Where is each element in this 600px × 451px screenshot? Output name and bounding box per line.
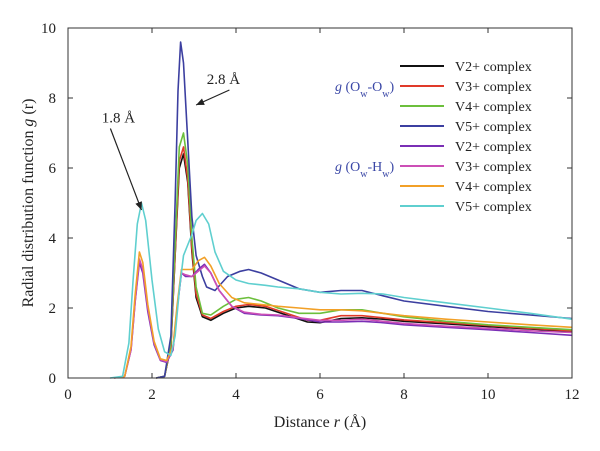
x-tick-label: 2 [148, 387, 156, 403]
x-tick-label: 8 [400, 387, 408, 403]
legend-label-1: V2+ complex [455, 60, 532, 75]
series-line-8 [109, 202, 573, 379]
x-tick-label: 0 [64, 387, 72, 403]
x-axis-title-var: r [334, 414, 341, 431]
x-axis-title-suffix: (Å) [340, 413, 366, 431]
legend-label-4: V5+ complex [455, 120, 532, 135]
y-axis-title-suffix: (r) [20, 99, 37, 119]
annotation-arrowhead-1 [135, 201, 142, 210]
series-line-2 [156, 146, 573, 379]
y-tick-label: 6 [49, 161, 57, 177]
annotation-arrowhead-2 [196, 98, 205, 105]
annotations: 1.8 Å 2.8 Å [102, 72, 241, 211]
x-tick-label: 12 [565, 387, 580, 403]
group-label-1: g (Ow-Ow) [335, 80, 395, 100]
y-axis-title-var: g [20, 119, 37, 127]
y-tick-label: 0 [49, 371, 57, 387]
legend-label-8: V5+ complex [455, 200, 532, 215]
y-axis-title-prefix: Radial distribution function [20, 127, 37, 308]
axis-ticks: 0 2 4 6 8 10 12 0 2 4 6 8 10 [41, 21, 580, 403]
y-tick-label: 2 [49, 301, 57, 317]
x-tick-label: 10 [481, 387, 496, 403]
group-label-2: g (Ow-Hw) [335, 160, 395, 180]
legend-label-7: V4+ complex [455, 180, 532, 195]
series-line-1 [156, 153, 573, 379]
y-tick-label: 4 [49, 231, 57, 247]
y-tick-label: 10 [41, 21, 56, 37]
y-axis-title: Radial distribution function g (r) [20, 99, 37, 308]
series-line-4 [156, 41, 573, 379]
series-line-3 [156, 132, 573, 379]
series-line-7 [114, 251, 573, 379]
legend-label-3: V4+ complex [455, 100, 532, 115]
series-layer [109, 41, 573, 379]
legend: V2+ complex V3+ complex V4+ complex V5+ com… [400, 60, 532, 215]
legend-label-6: V3+ complex [455, 160, 532, 175]
x-axis-title-prefix: Distance [274, 414, 334, 431]
x-axis-title: Distance r (Å) [274, 413, 366, 431]
legend-label-5: V2+ complex [455, 140, 532, 155]
legend-label-2: V3+ complex [455, 80, 532, 95]
annotation-arrow-1 [109, 128, 143, 211]
annotation-label-2: 2.8 Å [207, 72, 241, 88]
x-tick-label: 6 [316, 387, 324, 403]
group-labels: g (Ow-Ow) g (Ow-Hw) [335, 80, 395, 180]
y-tick-label: 8 [49, 91, 57, 107]
annotation-label-1: 1.8 Å [102, 111, 136, 127]
x-tick-label: 4 [232, 387, 240, 403]
